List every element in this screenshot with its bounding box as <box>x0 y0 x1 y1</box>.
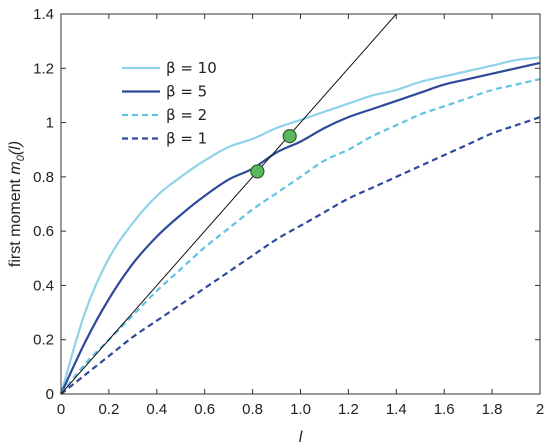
series-line-3 <box>60 78 541 395</box>
x-tick-label: 0 <box>57 401 65 418</box>
y-tick-label: 1.2 <box>33 60 54 77</box>
x-tick-label: 0.6 <box>194 401 215 418</box>
x-tick-label: 0.2 <box>98 401 119 418</box>
y-axis-ticks: 0 0.2 0.4 0.6 0.8 1 1.2 1.4 <box>33 6 540 403</box>
y-tick-label: 0.8 <box>33 169 54 186</box>
x-tick-label: 1.8 <box>482 401 503 418</box>
intersection-markers <box>250 129 297 179</box>
x-tick-label: 2 <box>536 401 544 418</box>
x-tick-label: 1.2 <box>338 401 359 418</box>
series-line-2 <box>60 61 541 395</box>
y-tick-label: 1 <box>46 115 54 132</box>
y-axis-label-symbol: m <box>7 161 24 174</box>
y-axis-label-argument: (l) <box>7 141 24 155</box>
series-lines <box>59 56 541 395</box>
x-axis-label: l <box>299 429 303 446</box>
legend-label-3: β = 2 <box>166 106 207 124</box>
x-axis-ticks: 0 0.2 0.4 0.6 0.8 1.0 1.2 1.4 1.6 1.8 2 <box>57 14 544 418</box>
intersection-marker-1 <box>250 164 265 179</box>
legend-label-2: β = 5 <box>166 83 207 101</box>
y-axis-label-subscript: 0 <box>15 154 27 161</box>
y-tick-label: 0.6 <box>33 223 54 240</box>
series-line-1 <box>59 56 541 395</box>
y-axis-label-text: first moment <box>7 175 24 267</box>
x-tick-label: 0.8 <box>242 401 263 418</box>
y-tick-label: 0 <box>46 386 54 403</box>
y-axis-label: first moment m0(l) <box>7 141 27 267</box>
reference-line <box>60 13 397 395</box>
x-tick-label: 1.6 <box>434 401 455 418</box>
y-tick-label: 0.4 <box>33 277 54 294</box>
y-tick-label: 1.4 <box>33 6 54 23</box>
series-line-4 <box>60 116 541 395</box>
legend-label-4: β = 1 <box>166 130 207 148</box>
legend: β = 10 β = 5 β = 2 β = 1 <box>122 59 217 148</box>
x-tick-label: 1.4 <box>386 401 407 418</box>
x-tick-label: 0.4 <box>146 401 167 418</box>
x-tick-label: 1.0 <box>290 401 311 418</box>
y-tick-label: 0.2 <box>33 332 54 349</box>
reference-line-group <box>60 13 397 395</box>
intersection-marker-2 <box>282 129 297 144</box>
legend-label-1: β = 10 <box>166 59 217 77</box>
